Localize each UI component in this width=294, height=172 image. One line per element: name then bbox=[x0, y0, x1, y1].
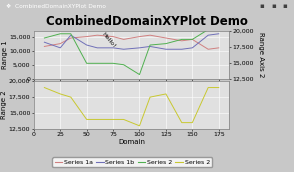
Text: ▪: ▪ bbox=[259, 3, 264, 9]
X-axis label: Domain: Domain bbox=[118, 139, 145, 145]
Text: Hello!: Hello! bbox=[100, 32, 116, 49]
Text: ▪: ▪ bbox=[271, 3, 276, 9]
Legend: Series 1a, Series 1b, Series 2, Series 2: Series 1a, Series 1b, Series 2, Series 2 bbox=[52, 157, 212, 167]
Text: ▪: ▪ bbox=[283, 3, 288, 9]
Text: CombinedDomainXYPlot Demo: CombinedDomainXYPlot Demo bbox=[46, 15, 248, 28]
Text: ❖  CombinedDomainXYPlot Demo: ❖ CombinedDomainXYPlot Demo bbox=[6, 4, 106, 9]
Y-axis label: Range Axis 2: Range Axis 2 bbox=[258, 32, 264, 78]
Y-axis label: Range 2: Range 2 bbox=[1, 91, 7, 119]
Y-axis label: Range 1: Range 1 bbox=[1, 40, 8, 69]
